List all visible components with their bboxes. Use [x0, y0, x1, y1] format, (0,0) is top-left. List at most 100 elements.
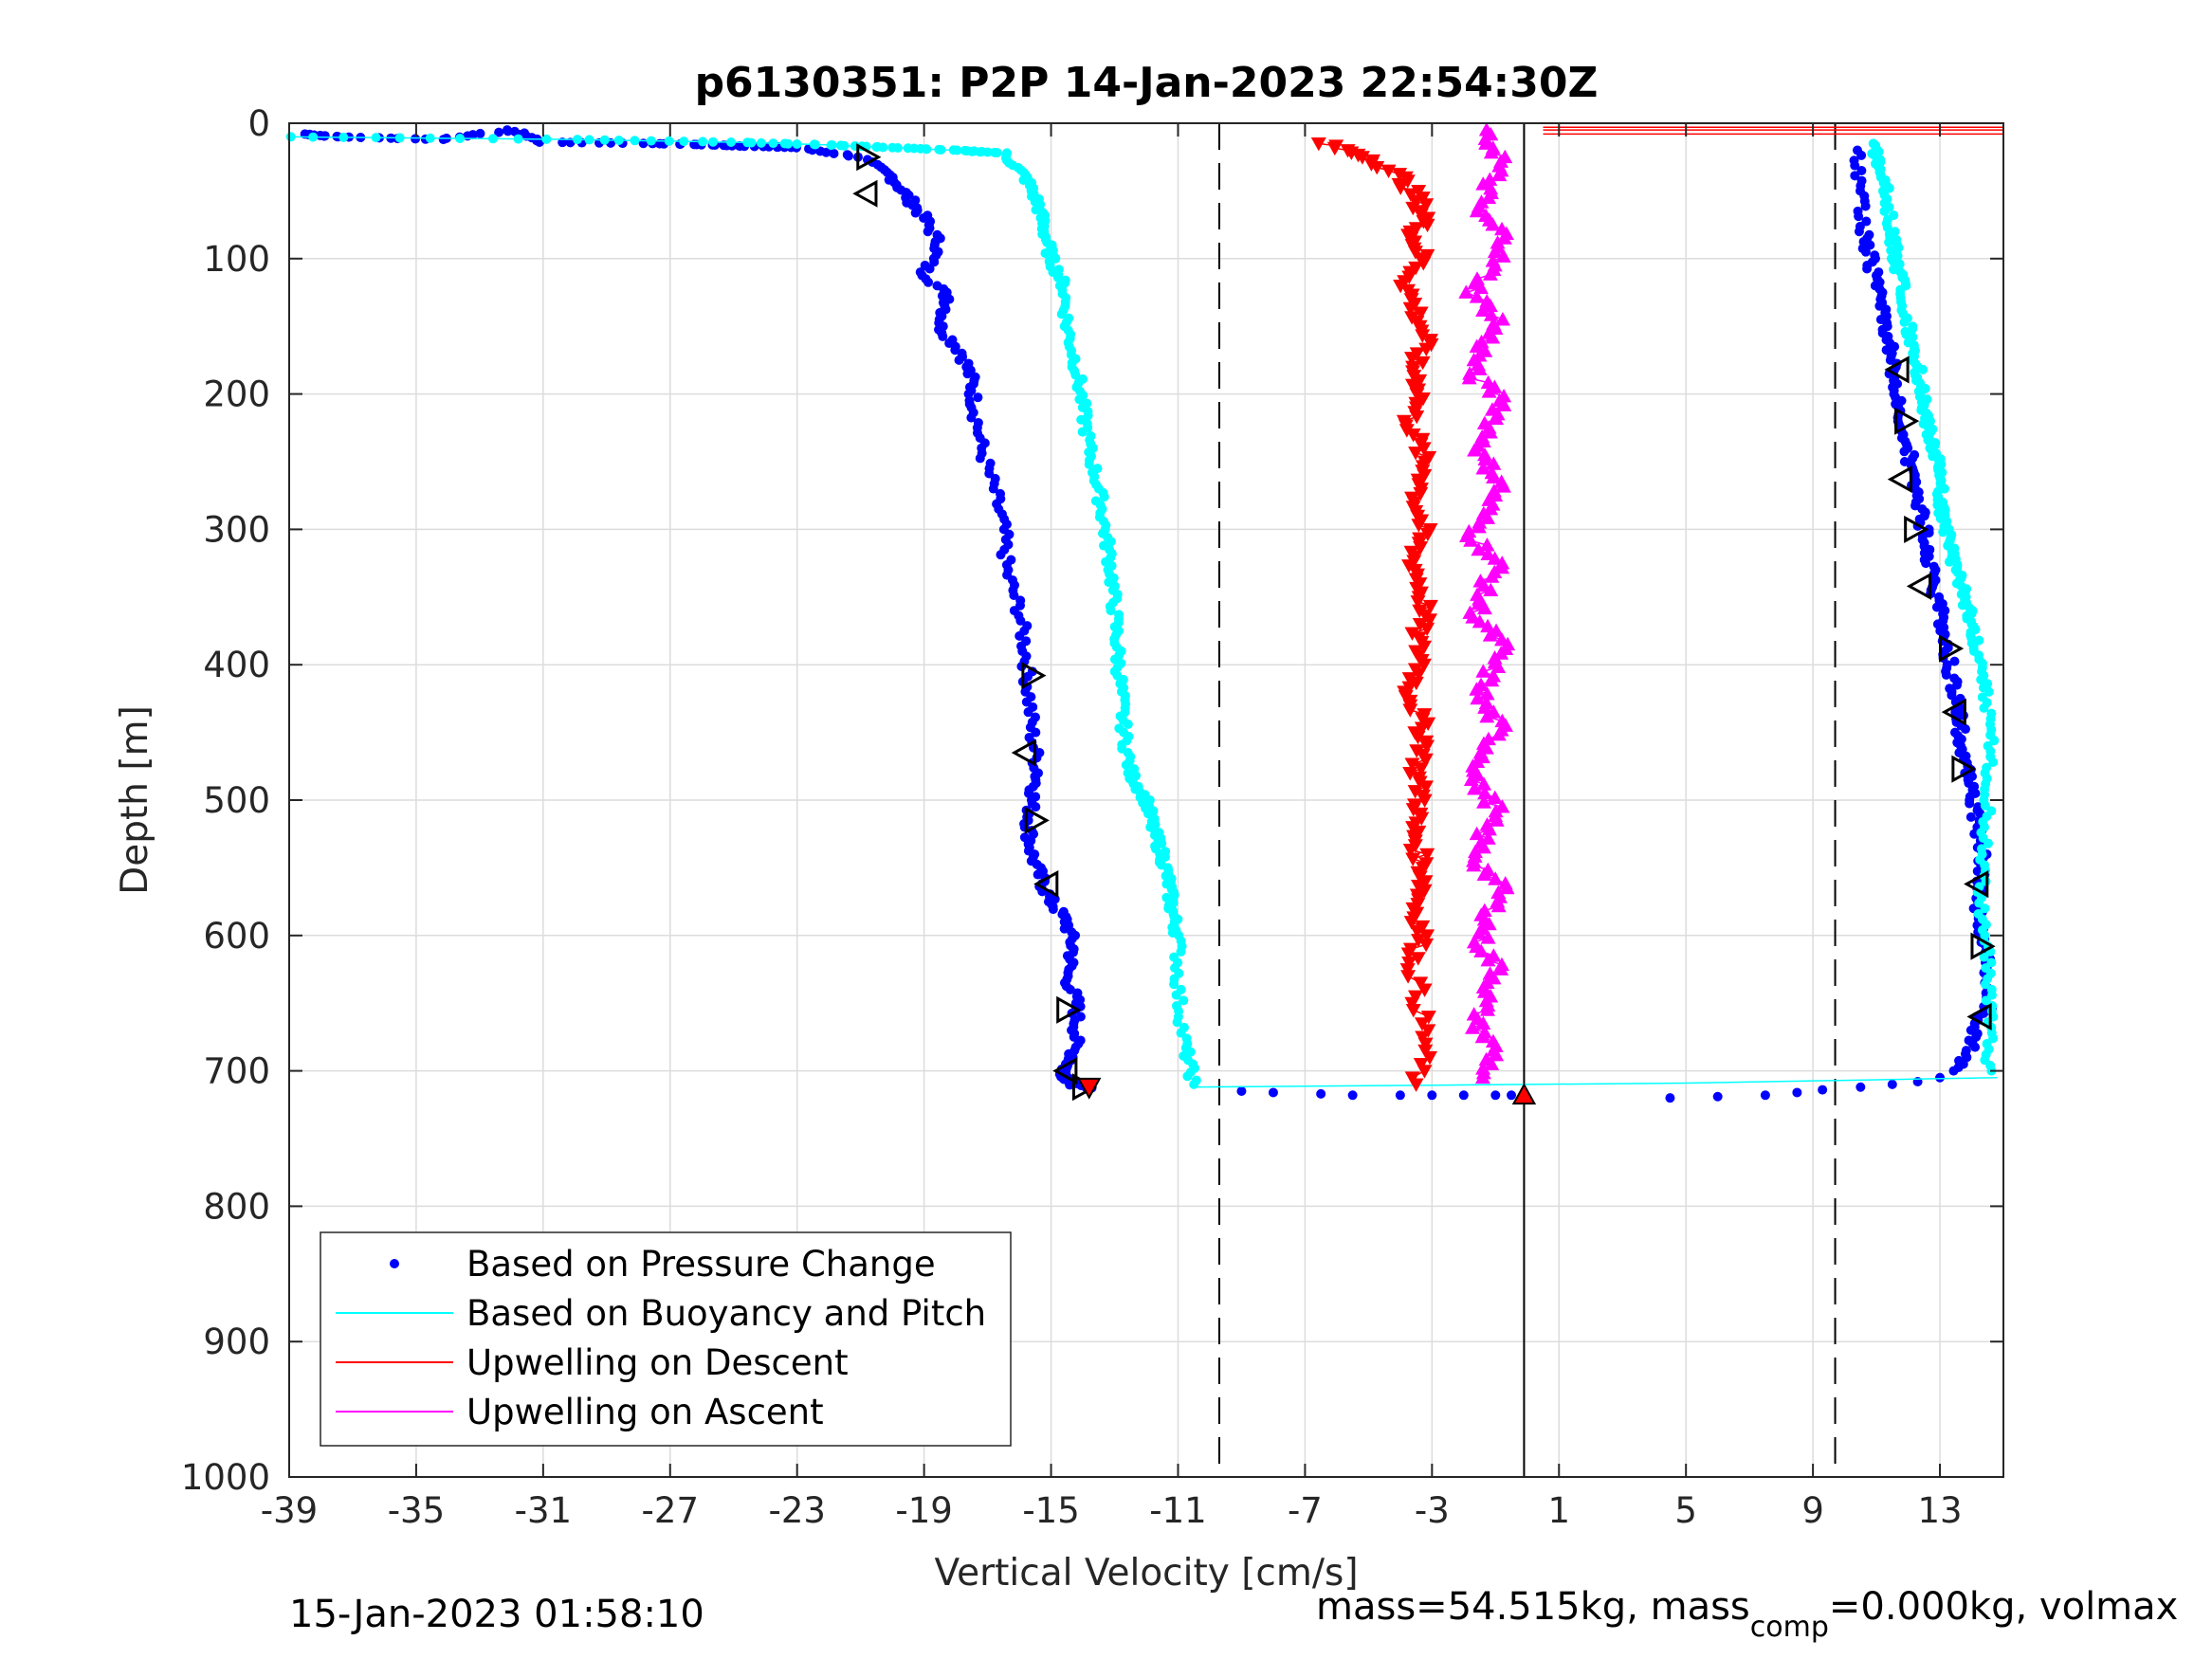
pressure-point: [1268, 1087, 1278, 1098]
buoyancy-point: [1070, 370, 1081, 380]
segment-marker: [1887, 465, 1912, 494]
buoyancy-point: [338, 132, 349, 142]
x-tick-label: -39: [261, 1490, 318, 1531]
upwelling-marker: [1419, 739, 1435, 754]
upwelling-marker: [1419, 622, 1435, 637]
pressure-point: [975, 453, 985, 464]
upwelling-marker: [1471, 520, 1487, 534]
buoyancy-point: [1973, 908, 1983, 919]
upwelling-marker: [1415, 392, 1431, 407]
buoyancy-point: [1983, 740, 1993, 751]
buoyancy-point: [1930, 438, 1941, 448]
segment-marker: [1884, 356, 1910, 384]
buoyancy-point: [1106, 606, 1116, 616]
upwelling-marker: [1408, 447, 1424, 461]
buoyancy-point: [1981, 995, 1991, 1006]
buoyancy-point: [1986, 806, 1997, 816]
pressure-point: [1850, 171, 1860, 181]
segment-markers: [852, 143, 1996, 1102]
upwelling-marker: [1481, 384, 1497, 398]
upwelling-marker: [1484, 569, 1500, 583]
buoyancy-point: [394, 133, 405, 143]
buoyancy-point: [1169, 979, 1179, 990]
buoyancy-point: [664, 136, 674, 146]
y-tick-label: 800: [203, 1186, 270, 1227]
pressure-point: [1945, 684, 1955, 694]
buoyancy-point: [1018, 174, 1029, 185]
upwelling-marker: [1489, 812, 1505, 827]
pressure-point: [1887, 1079, 1897, 1089]
pressure-point: [1934, 592, 1945, 602]
upwelling-marker: [1326, 141, 1343, 156]
pressure-point: [1910, 449, 1920, 460]
buoyancy-point: [1171, 990, 1181, 1000]
segment-marker: [1941, 698, 1966, 726]
x-tick-label: -11: [1149, 1490, 1206, 1531]
buoyancy-point: [541, 134, 552, 144]
buoyancy-point: [1977, 692, 1987, 702]
upwelling-marker: [1475, 461, 1491, 475]
upwelling-marker: [1411, 519, 1427, 533]
buoyancy-point: [1121, 759, 1131, 770]
upwelling-marker: [1405, 803, 1421, 817]
buoyancy-point: [839, 140, 850, 151]
upwelling-marker: [1413, 762, 1429, 776]
buoyancy-point: [1977, 844, 1987, 854]
legend: Based on Pressure Change Based on Buoyan…: [320, 1231, 1012, 1447]
upwelling-marker: [1484, 1056, 1500, 1070]
upwelling-marker: [1494, 312, 1510, 326]
buoyancy-point: [726, 137, 737, 147]
upwelling-marker: [1458, 284, 1474, 299]
upwelling-marker: [1417, 875, 1434, 889]
buoyancy-point: [756, 137, 766, 148]
upwelling-marker: [1469, 682, 1485, 696]
upwelling-marker: [1483, 307, 1499, 321]
upwelling-marker: [1487, 244, 1503, 259]
upwelling-marker: [1480, 830, 1496, 845]
upwelling-marker: [1393, 181, 1409, 195]
upwelling-marker: [1413, 306, 1429, 320]
pressure-point: [1059, 923, 1069, 934]
buoyancy-point: [1868, 138, 1878, 149]
x-tick-label: 5: [1674, 1490, 1697, 1531]
pressure-point: [1490, 1090, 1501, 1101]
y-tick-label: 0: [247, 103, 270, 144]
buoyancy-point: [975, 147, 985, 157]
pressure-point: [1507, 1090, 1517, 1101]
upwelling-marker: [1495, 248, 1511, 263]
upwelling-marker: [1416, 257, 1432, 271]
upwelling-marker: [1422, 599, 1438, 614]
x-tick-label: -3: [1415, 1490, 1450, 1531]
buoyancy-point: [1982, 762, 1992, 773]
upwelling-marker: [1405, 428, 1421, 443]
upwelling-marker: [1405, 1003, 1421, 1018]
upwelling-marker: [1477, 700, 1493, 714]
upwelling-marker: [1411, 667, 1427, 682]
pressure-point: [1853, 206, 1863, 216]
upwelling-marker: [1488, 871, 1504, 885]
upwelling-marker: [1476, 866, 1492, 881]
segment-marker: [1894, 407, 1920, 435]
pressure-point: [1665, 1093, 1675, 1103]
pressure-point: [910, 208, 921, 218]
buoyancy-point: [1182, 1071, 1193, 1082]
buoyancy-point: [646, 136, 656, 146]
pressure-point: [1924, 524, 1934, 535]
buoyancy-point: [1979, 952, 1989, 962]
y-tick-label: 700: [203, 1051, 270, 1092]
legend-box: [320, 1231, 1012, 1447]
pressure-point: [973, 392, 983, 403]
upwelling-marker: [1482, 298, 1498, 313]
descent-end-marker: [1077, 1077, 1102, 1100]
x-tick-label: -7: [1288, 1490, 1323, 1531]
pressure-point: [1065, 1080, 1075, 1090]
upwelling-marker: [1418, 780, 1435, 794]
buoyancy-point: [1889, 210, 1899, 221]
y-tick-label: 100: [203, 239, 270, 280]
upwelling-marker: [1480, 930, 1496, 944]
upwelling-marker: [1471, 541, 1487, 556]
upwelling-marker: [1470, 690, 1486, 705]
upwelling-marker: [1393, 279, 1409, 294]
pressure-point: [966, 412, 977, 423]
upwelling-marker: [1489, 1047, 1505, 1062]
